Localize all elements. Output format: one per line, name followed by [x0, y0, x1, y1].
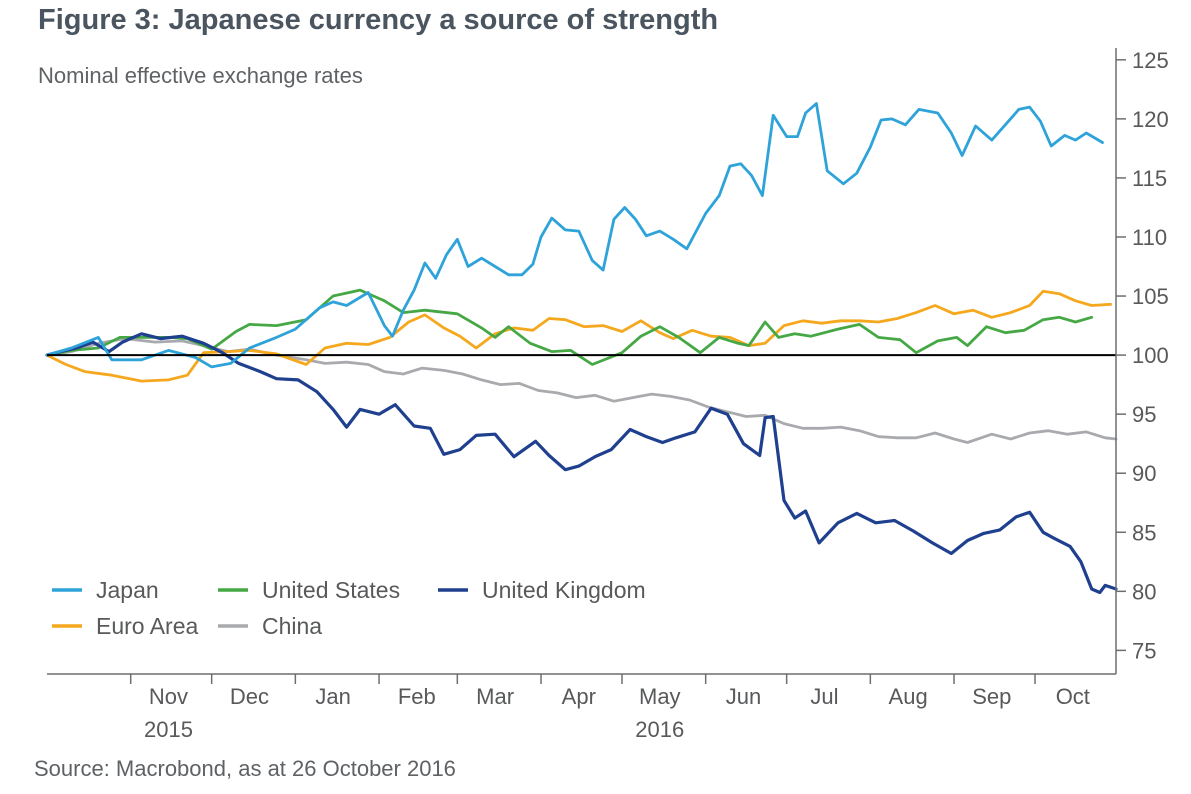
x-tick-label-dec: Dec	[230, 684, 269, 709]
x-tick-label-jan: Jan	[315, 684, 350, 709]
y-axis-ticks: 75 80 85 90 95 100 105 110 115 120 125	[1116, 48, 1169, 663]
y-tick-label: 100	[1132, 343, 1169, 368]
x-tick-label-may: May	[639, 684, 681, 709]
x-tick-label-jun: Jun	[726, 684, 761, 709]
series-line-euro-area	[45, 289, 1112, 383]
legend-label-japan: Japan	[96, 577, 159, 603]
x-tick-label-apr: Apr	[562, 684, 596, 709]
legend: Japan United States United Kingdom Euro Are…	[52, 577, 646, 639]
y-tick-label: 105	[1132, 284, 1169, 309]
y-tick-label: 95	[1132, 402, 1156, 427]
source-note: Source: Macrobond, as at 26 October 2016	[34, 756, 456, 781]
x-tick-label-jul: Jul	[810, 684, 838, 709]
series-line-united-kingdom	[45, 332, 1118, 595]
y-tick-label: 85	[1132, 520, 1156, 545]
legend-label-united-kingdom: United Kingdom	[482, 577, 646, 603]
y-tick-label: 120	[1132, 107, 1169, 132]
series-line-united-states	[45, 288, 1094, 366]
y-tick-label: 75	[1132, 638, 1156, 663]
x-axis-ticks: Nov Dec Jan Feb Mar Apr May Jun Jul Aug Sep Oct 2015…	[129, 674, 1090, 742]
x-tick-label-aug: Aug	[889, 684, 928, 709]
x-tick-label-nov: Nov	[149, 684, 188, 709]
x-tick-label-sep: Sep	[972, 684, 1011, 709]
x-tick-label-oct: Oct	[1056, 684, 1090, 709]
x-year-label-2016: 2016	[635, 717, 684, 742]
series-line-japan	[45, 102, 1104, 369]
legend-label-china: China	[262, 613, 322, 639]
series-layer	[45, 102, 1118, 595]
y-tick-label: 80	[1132, 579, 1156, 604]
y-tick-label: 90	[1132, 461, 1156, 486]
chart-title: Figure 3: Japanese currency a source of …	[38, 4, 719, 36]
x-tick-label-feb: Feb	[398, 684, 436, 709]
chart-subtitle: Nominal effective exchange rates	[38, 63, 363, 88]
y-tick-label: 110	[1132, 225, 1167, 250]
x-tick-label-mar: Mar	[476, 684, 514, 709]
legend-label-united-states: United States	[262, 577, 400, 603]
legend-label-euro-area: Euro Area	[96, 613, 198, 639]
y-tick-label: 115	[1132, 166, 1167, 191]
y-tick-label: 125	[1132, 48, 1169, 73]
x-year-label-2015: 2015	[144, 717, 193, 742]
